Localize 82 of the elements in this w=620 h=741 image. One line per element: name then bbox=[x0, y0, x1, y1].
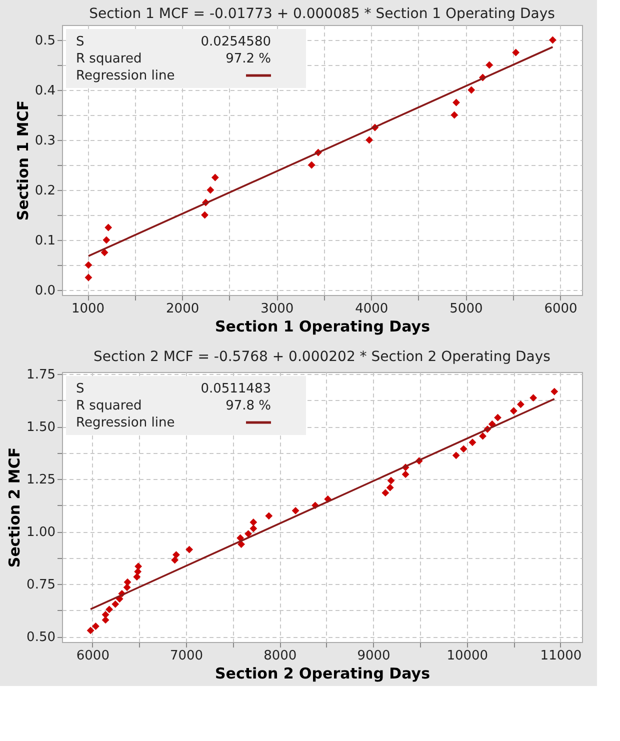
y-tick-label: 0.4 bbox=[34, 84, 56, 98]
point bbox=[512, 48, 520, 56]
point bbox=[86, 626, 94, 634]
point bbox=[452, 452, 460, 460]
x-tick-label: 4000 bbox=[355, 302, 388, 316]
text: Regression line bbox=[76, 68, 175, 84]
point bbox=[250, 524, 258, 532]
point bbox=[479, 432, 486, 440]
x-tick-label: 6000 bbox=[544, 302, 578, 316]
point bbox=[84, 261, 92, 269]
x-axis-title: Section 2 Operating Days bbox=[215, 664, 430, 682]
point bbox=[133, 573, 141, 581]
point bbox=[550, 388, 558, 396]
x-tick-label: 9000 bbox=[357, 648, 390, 664]
point bbox=[124, 578, 132, 586]
x-axis-title: Section 1 Operating Days bbox=[215, 318, 430, 336]
point bbox=[171, 556, 179, 564]
y-tick-label: 0.2 bbox=[34, 184, 56, 198]
x-tick-label: 10000 bbox=[446, 648, 488, 664]
y-tick-label: 0.5 bbox=[34, 34, 56, 48]
point bbox=[211, 174, 219, 182]
y-axis-title: Section 1 MCF bbox=[14, 100, 32, 221]
y-tick-label: 1.75 bbox=[26, 368, 56, 383]
y-axis-title: Section 2 MCF bbox=[6, 447, 24, 568]
x-tick-label: 5000 bbox=[450, 302, 483, 316]
point bbox=[100, 248, 108, 256]
point bbox=[494, 414, 502, 422]
point bbox=[84, 274, 92, 282]
point bbox=[510, 407, 518, 415]
y-tick-label: 0.3 bbox=[34, 134, 56, 148]
x-tick-label: 1000 bbox=[71, 302, 105, 316]
point bbox=[292, 506, 300, 514]
point bbox=[102, 610, 110, 618]
y-tick-label: 0.50 bbox=[26, 630, 56, 646]
point bbox=[387, 476, 395, 484]
point bbox=[104, 224, 112, 232]
point bbox=[516, 400, 524, 408]
y-tick-label: 0.1 bbox=[34, 234, 56, 248]
point bbox=[102, 236, 110, 244]
point bbox=[172, 551, 180, 559]
point bbox=[123, 584, 131, 592]
point bbox=[382, 489, 390, 497]
point bbox=[206, 186, 214, 194]
point bbox=[548, 36, 556, 44]
y-tick-label: 1.25 bbox=[26, 472, 56, 488]
point bbox=[244, 530, 252, 538]
point bbox=[102, 616, 110, 624]
y-tick-label: 1.50 bbox=[26, 420, 56, 436]
point bbox=[468, 438, 476, 446]
text: S 0.0254580 bbox=[76, 34, 271, 50]
point bbox=[186, 546, 194, 554]
text: R squared 97.2 % bbox=[76, 52, 271, 66]
x-tick-label: 7000 bbox=[170, 648, 204, 664]
point bbox=[460, 445, 468, 453]
point bbox=[308, 161, 316, 169]
point bbox=[250, 518, 258, 526]
point bbox=[450, 111, 458, 119]
chart-title: Section 1 MCF = -0.01773 + 0.000085 * Section 1 Operating Days bbox=[89, 6, 555, 22]
y-tick-label: 0.75 bbox=[26, 578, 56, 593]
text: R squared 97.8 % bbox=[76, 398, 271, 414]
chart-title: Section 2 MCF = -0.5768 + 0.000202 * Section 2 Operating Days bbox=[94, 349, 550, 366]
point bbox=[402, 470, 410, 478]
point bbox=[236, 534, 244, 542]
text: Regression line bbox=[76, 416, 175, 430]
text: S 0.0511483 bbox=[76, 382, 271, 396]
point bbox=[134, 562, 142, 570]
point bbox=[112, 600, 120, 608]
x-tick-label: 6000 bbox=[76, 648, 110, 664]
x-tick-label: 2000 bbox=[166, 302, 200, 316]
x-tick-label: 11000 bbox=[540, 648, 582, 664]
point bbox=[106, 606, 113, 614]
x-tick-label: 8000 bbox=[264, 648, 297, 664]
point bbox=[386, 484, 394, 492]
point bbox=[238, 540, 245, 548]
point bbox=[265, 512, 273, 520]
point bbox=[486, 61, 494, 69]
point bbox=[468, 86, 476, 94]
point bbox=[530, 394, 538, 402]
point bbox=[92, 622, 100, 630]
x-tick-label: 3000 bbox=[260, 302, 294, 316]
y-tick-label: 1.00 bbox=[26, 525, 56, 540]
y-tick-label: 0.0 bbox=[34, 284, 56, 298]
